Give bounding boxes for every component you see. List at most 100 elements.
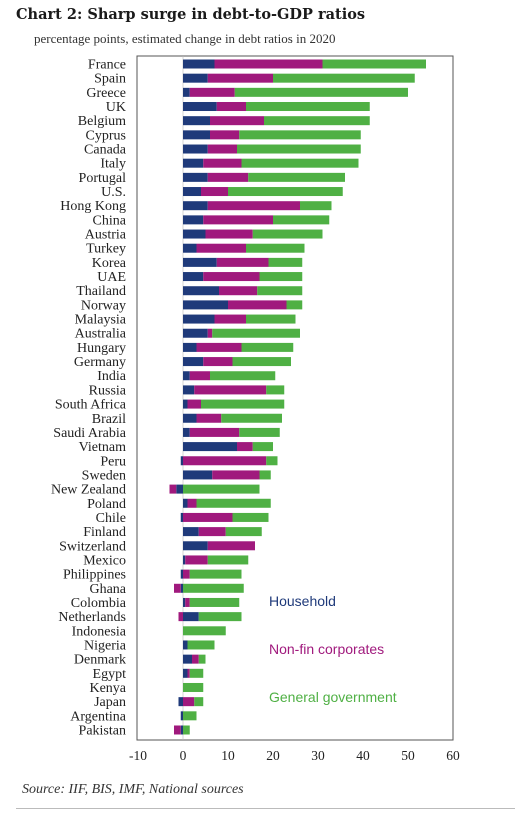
bar-non-fin-corporates-uae <box>203 272 260 282</box>
bar-non-fin-corporates-italy <box>203 158 242 168</box>
category-label-south-africa: South Africa <box>55 398 127 413</box>
category-label-sweden: Sweden <box>82 468 126 483</box>
category-label-japan: Japan <box>94 695 126 710</box>
x-tick-label: 0 <box>180 748 187 763</box>
bar-general-government-hong-kong <box>300 201 332 211</box>
bar-non-fin-corporates-australia <box>207 328 213 338</box>
bar-general-government-norway <box>286 300 303 310</box>
legend-general-government: General government <box>269 689 397 705</box>
bar-general-government-france <box>322 59 426 69</box>
bar-household-saudi-arabia <box>183 427 190 437</box>
bar-non-fin-corporates-korea <box>216 257 269 267</box>
category-label-argentina: Argentina <box>70 709 127 724</box>
bar-non-fin-corporates-greece <box>189 87 235 97</box>
bar-general-government-italy <box>241 158 359 168</box>
bar-household-vietnam <box>183 442 237 452</box>
bar-non-fin-corporates-hong-kong <box>207 201 300 211</box>
bar-non-fin-corporates-peru <box>183 456 267 466</box>
chart-title: Chart 2: Sharp surge in debt-to-GDP rati… <box>16 6 366 23</box>
category-label-italy: Italy <box>100 157 126 172</box>
bar-general-government-denmark <box>198 654 206 664</box>
x-tick-label: 50 <box>401 748 415 763</box>
category-label-u-s: U.S. <box>101 185 126 200</box>
bar-non-fin-corporates-turkey <box>196 243 246 253</box>
category-label-netherlands: Netherlands <box>58 610 126 625</box>
bar-general-government-indonesia <box>183 626 226 636</box>
bar-general-government-australia <box>212 328 300 338</box>
category-label-poland: Poland <box>87 497 126 512</box>
legend-household: Household <box>269 593 336 609</box>
bar-general-government-turkey <box>246 243 305 253</box>
bar-non-fin-corporates-india <box>189 371 210 381</box>
bar-non-fin-corporates-malaysia <box>214 314 246 324</box>
bar-general-government-sweden <box>259 470 271 480</box>
category-label-india: India <box>97 369 127 384</box>
bar-general-government-kenya <box>183 682 204 692</box>
bar-non-fin-corporates-ghana <box>174 583 181 593</box>
bar-non-fin-corporates-thailand <box>219 286 258 296</box>
bar-non-fin-corporates-china <box>203 215 273 225</box>
bar-non-fin-corporates-chile <box>183 512 233 522</box>
category-label-korea: Korea <box>92 256 127 271</box>
category-label-saudi-arabia: Saudi Arabia <box>53 426 126 441</box>
category-label-ghana: Ghana <box>89 582 126 597</box>
category-label-germany: Germany <box>74 355 126 370</box>
bar-non-fin-corporates-japan <box>183 697 195 707</box>
category-label-thailand: Thailand <box>76 284 126 299</box>
bar-general-government-mexico <box>207 555 249 565</box>
category-label-austria: Austria <box>85 228 127 243</box>
category-label-denmark: Denmark <box>74 653 126 668</box>
bar-household-colombia <box>183 597 186 607</box>
bar-general-government-india <box>210 371 276 381</box>
bar-general-government-peru <box>266 456 278 466</box>
bar-non-fin-corporates-netherlands <box>178 612 183 622</box>
bar-general-government-saudi-arabia <box>239 427 280 437</box>
bar-general-government-germany <box>232 357 291 367</box>
x-axis-ticks: -10 0 10 20 30 40 50 60 <box>129 748 460 763</box>
bar-household-pakistan <box>180 725 183 735</box>
bar-non-fin-corporates-norway <box>228 300 287 310</box>
chart-subtitle: percentage points, estimated change in d… <box>34 31 336 46</box>
bar-non-fin-corporates-philippines <box>183 569 190 579</box>
bar-general-government-ghana <box>183 583 244 593</box>
category-labels: FranceSpainGreeceUKBelgiumCyprusCanadaIt… <box>51 58 127 739</box>
bar-general-government-spain <box>273 73 415 83</box>
bar-household-india <box>183 371 190 381</box>
bar-general-government-thailand <box>257 286 303 296</box>
bar-household-austria <box>183 229 206 239</box>
bar-non-fin-corporates-egypt <box>187 668 190 678</box>
legend: Household Non-fin corporates General gover… <box>269 593 397 705</box>
bar-household-greece <box>183 87 190 97</box>
bar-non-fin-corporates-pakistan <box>174 725 181 735</box>
bar-general-government-greece <box>234 87 408 97</box>
x-tick-label: 20 <box>266 748 280 763</box>
category-label-portugal: Portugal <box>79 171 127 186</box>
bar-general-government-brazil <box>221 413 282 423</box>
bar-household-chile <box>180 512 183 522</box>
x-tick-label: 10 <box>221 748 235 763</box>
category-label-finland: Finland <box>83 525 126 540</box>
bar-general-government-netherlands <box>198 612 242 622</box>
category-label-turkey: Turkey <box>86 242 126 257</box>
bar-general-government-pakistan <box>183 725 190 735</box>
bar-general-government-colombia <box>189 597 240 607</box>
bar-general-government-chile <box>232 512 269 522</box>
bar-household-france <box>183 59 215 69</box>
bar-general-government-belgium <box>264 116 370 126</box>
bar-household-egypt <box>183 668 188 678</box>
bar-general-government-poland <box>196 498 271 508</box>
bar-non-fin-corporates-austria <box>205 229 253 239</box>
category-label-uae: UAE <box>97 270 126 285</box>
bar-general-government-russia <box>266 385 285 395</box>
bar-non-fin-corporates-vietnam <box>237 442 253 452</box>
bar-household-canada <box>183 144 208 154</box>
plot-frame <box>136 55 454 741</box>
bar-non-fin-corporates-russia <box>194 385 267 395</box>
bar-general-government-hungary <box>241 342 294 352</box>
category-label-spain: Spain <box>94 72 126 87</box>
bar-non-fin-corporates-france <box>214 59 323 69</box>
bar-general-government-portugal <box>248 172 345 182</box>
bar-general-government-argentina <box>183 711 197 721</box>
bar-general-government-south-africa <box>201 399 285 409</box>
bar-household-uk <box>183 102 217 112</box>
